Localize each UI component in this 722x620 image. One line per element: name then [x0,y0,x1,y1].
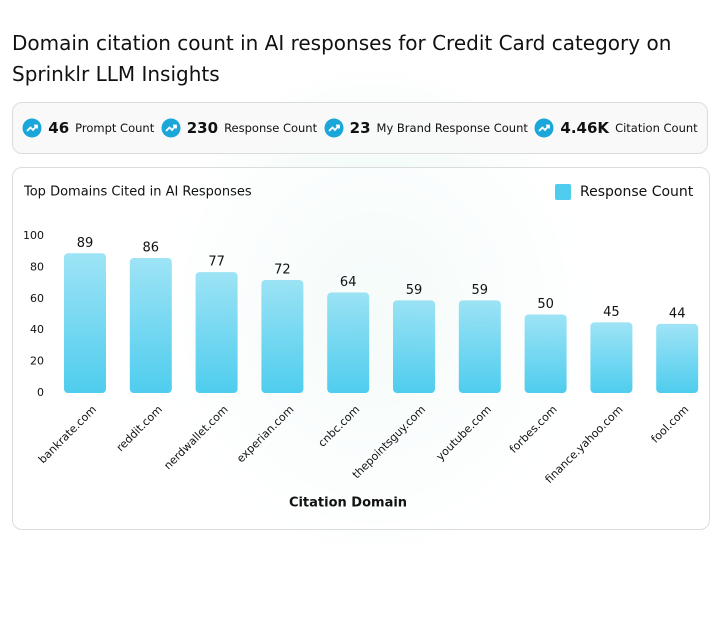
data-label: 86 [143,240,160,255]
chart-title: Top Domains Cited in AI Responses [23,185,252,200]
stat-value: 23 [349,119,371,137]
trend-icon [161,118,181,138]
bar [195,272,238,393]
y-tick-label: 0 [37,386,44,399]
x-tick-label: reddit.com [114,403,165,454]
y-tick-label: 60 [30,292,44,305]
bar [129,257,172,393]
page-title: Domain citation count in AI responses fo… [12,31,672,86]
bar [656,323,699,393]
data-label: 45 [603,305,620,320]
stats-bar: 46 Prompt Count 230 Response Count 23 My Bran… [12,102,708,154]
data-label: 59 [472,283,489,298]
stat-value: 4.46K [560,119,610,137]
y-tick-label: 80 [30,260,44,273]
bar [261,279,304,393]
stat-label: My Brand Response Count [376,121,528,135]
legend-swatch [555,184,571,200]
data-label: 44 [669,306,686,321]
bar [327,292,370,393]
stat-label: Citation Count [615,121,698,135]
data-label: 72 [274,262,291,277]
stat-item: 4.46K Citation Count [534,118,698,138]
x-axis-label: Citation Domain [289,496,407,511]
stat-value: 230 [186,119,219,137]
trend-icon [534,118,554,138]
x-tick-label: bankrate.com [36,403,99,466]
trend-icon [324,118,344,138]
stat-item: 46 Prompt Count [22,118,154,138]
x-tick-label: nerdwallet.com [161,403,230,472]
y-tick-label: 20 [30,355,44,368]
data-label: 64 [340,275,357,290]
legend-label: Response Count [580,184,694,200]
bar [64,253,106,393]
data-label: 50 [537,297,554,312]
stat-item: 230 Response Count [161,118,317,138]
bar [458,300,501,393]
x-tick-label: cnbc.com [316,403,363,450]
bar [393,300,435,393]
stat-label: Response Count [224,121,318,135]
data-label: 59 [406,283,423,298]
bar [590,322,633,393]
x-tick-label: fool.com [649,403,692,446]
stat-item: 23 My Brand Response Count [324,118,528,138]
trend-icon [22,118,42,138]
stat-label: Prompt Count [75,121,155,135]
data-label: 77 [208,255,225,270]
bar [524,314,567,393]
data-label: 89 [77,236,94,251]
y-tick-label: 40 [30,323,44,336]
stat-value: 46 [48,119,70,137]
x-tick-label: forbes.com [507,403,560,456]
x-tick-label: youtube.com [434,403,494,463]
x-tick-label: experian.com [234,403,296,465]
x-tick-label: thepointsguy.com [350,403,428,481]
y-tick-label: 100 [23,229,44,242]
